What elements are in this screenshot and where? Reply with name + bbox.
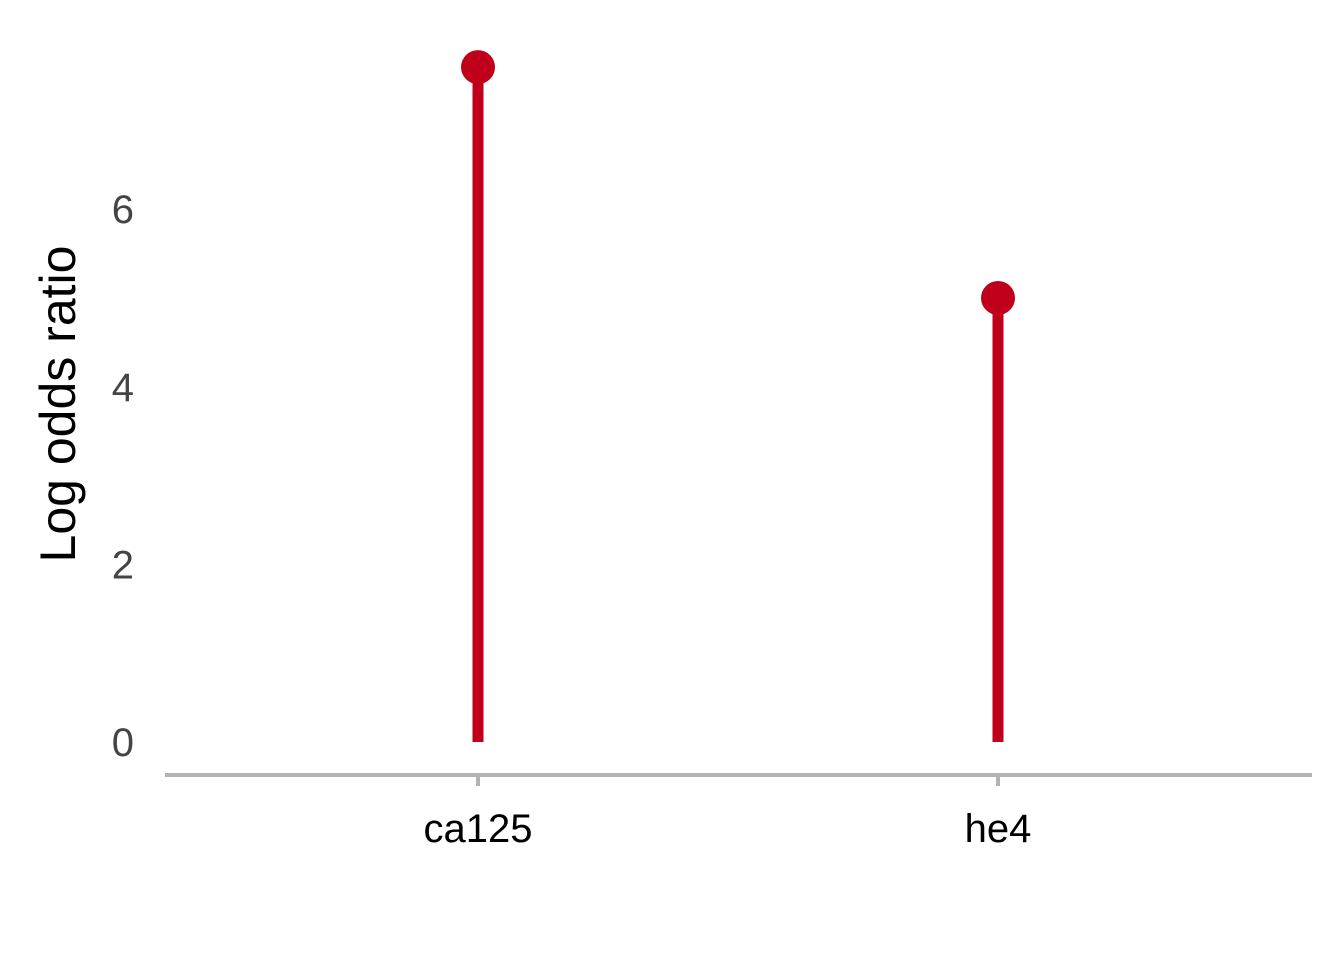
lollipop-point: [461, 50, 495, 85]
y-tick-label: 0: [112, 721, 134, 765]
lollipop-stems: [472, 67, 1004, 742]
lollipop-points: [461, 50, 1015, 315]
x-axis-ticks: ca125 he4: [424, 775, 1032, 851]
x-tick-label: he4: [965, 807, 1032, 851]
x-tick-label: ca125: [424, 807, 533, 851]
y-axis-title: Log odds ratio: [30, 246, 86, 563]
y-tick-label: 6: [112, 188, 134, 232]
y-axis-ticks: 0 2 4 6: [112, 188, 134, 765]
lollipop-point: [981, 281, 1015, 315]
y-tick-label: 4: [112, 366, 134, 410]
y-tick-label: 2: [112, 543, 134, 587]
